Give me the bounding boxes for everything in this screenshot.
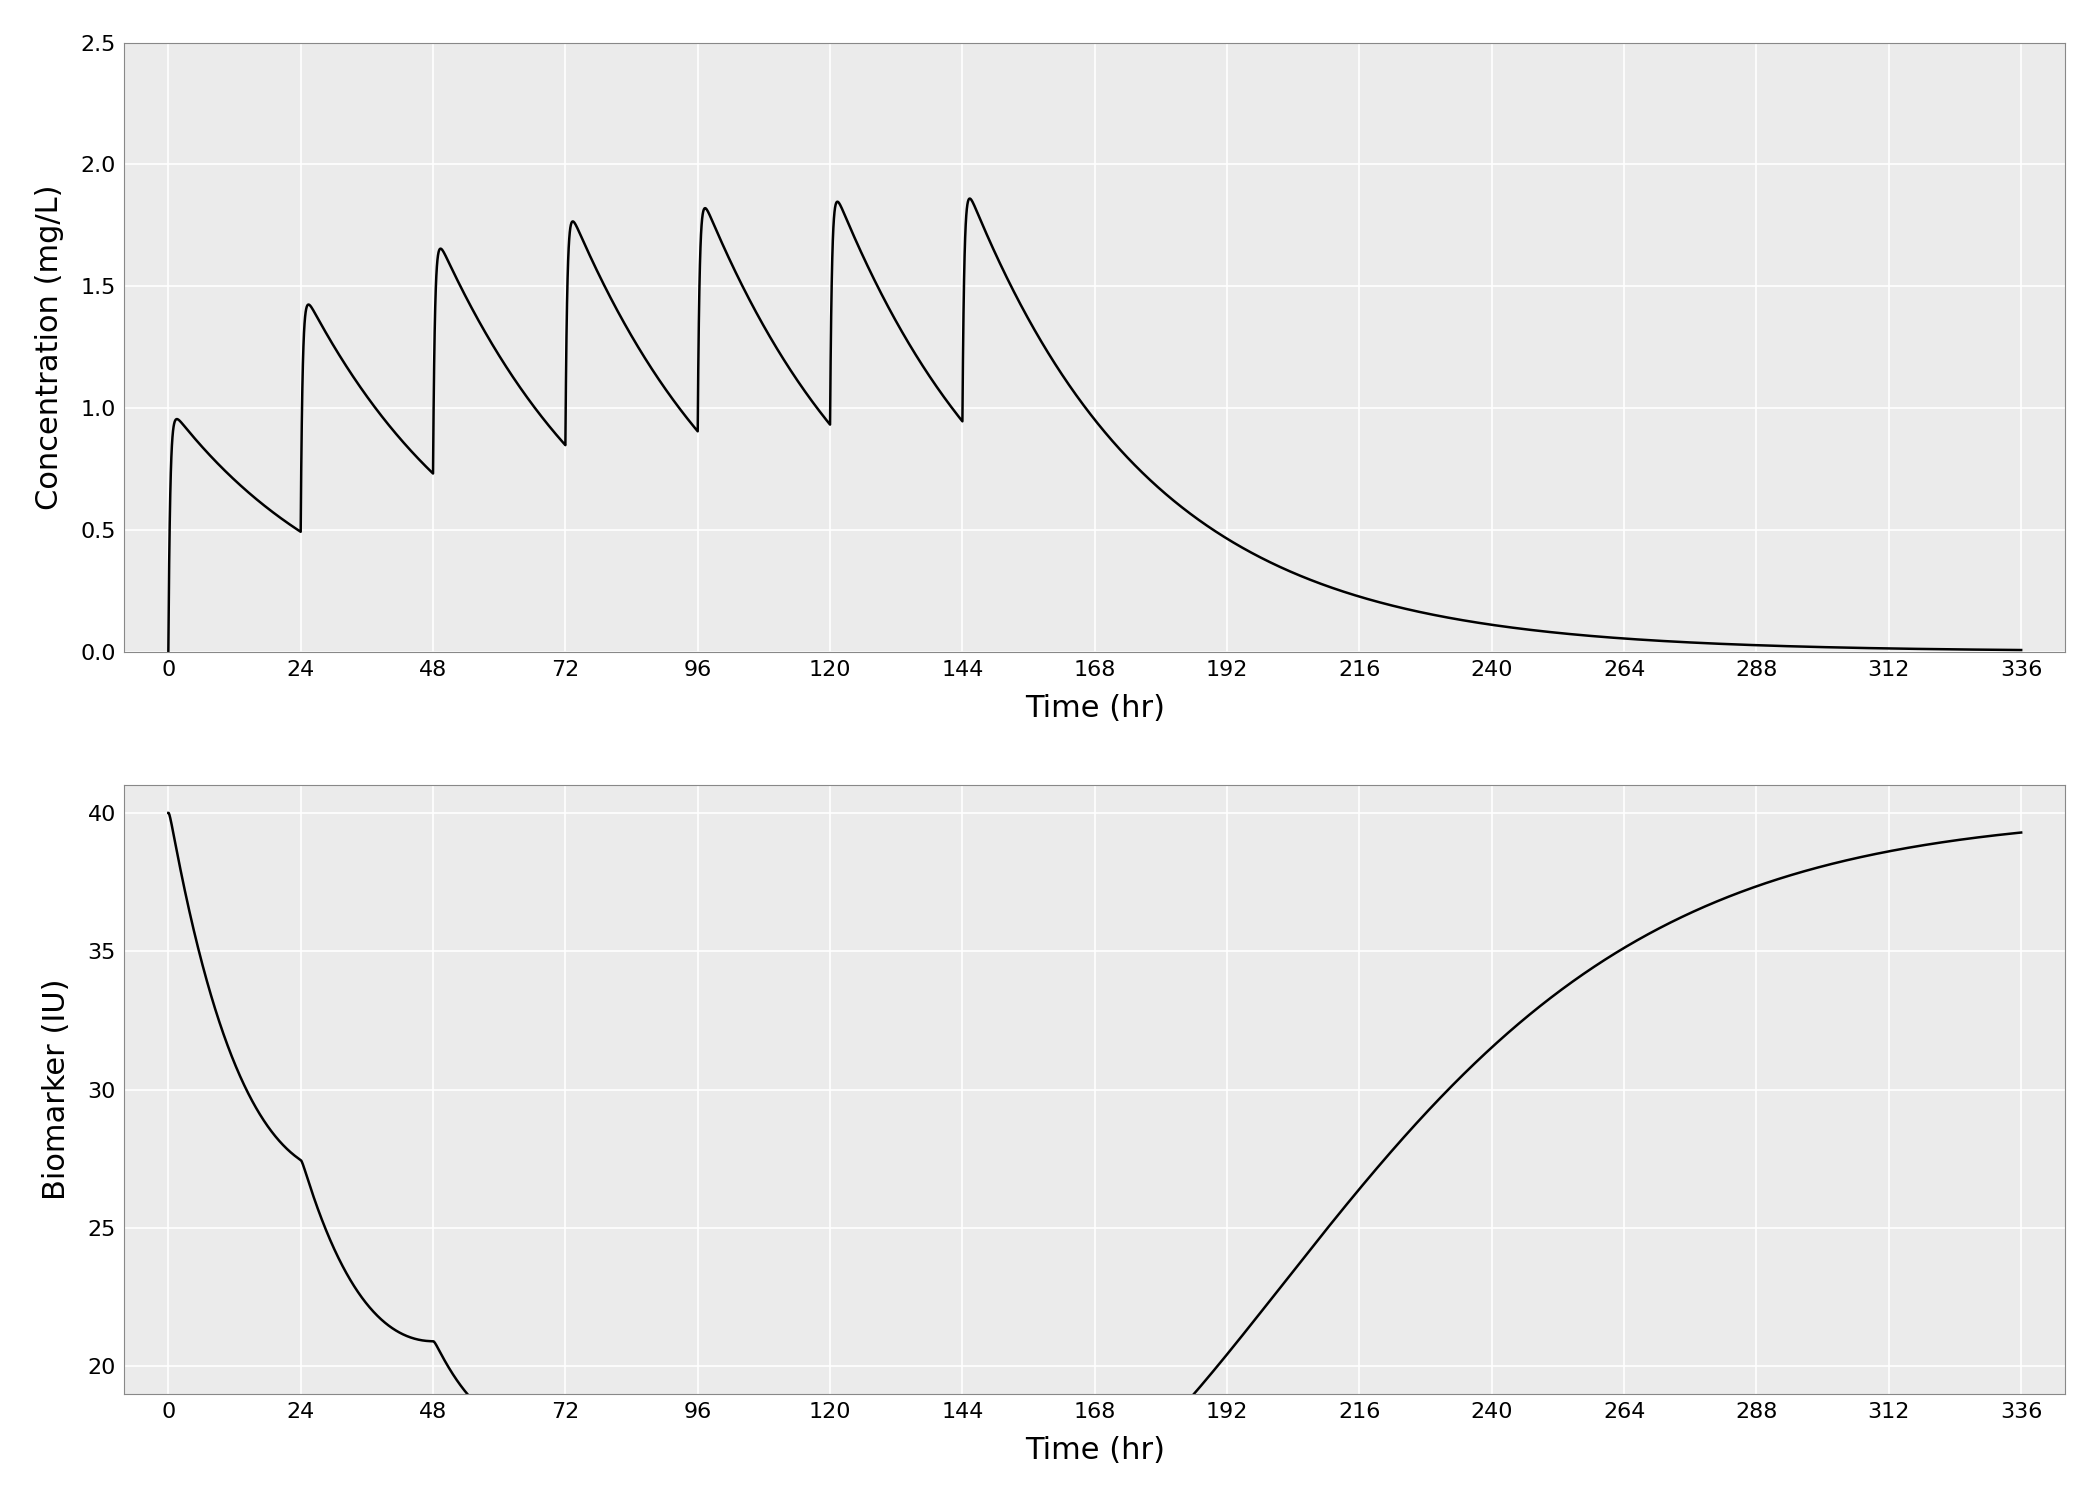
- Y-axis label: Concentration (mg/L): Concentration (mg/L): [36, 184, 63, 510]
- X-axis label: Time (hr): Time (hr): [1025, 693, 1166, 723]
- X-axis label: Time (hr): Time (hr): [1025, 1437, 1166, 1466]
- Y-axis label: Biomarker (IU): Biomarker (IU): [42, 980, 71, 1200]
